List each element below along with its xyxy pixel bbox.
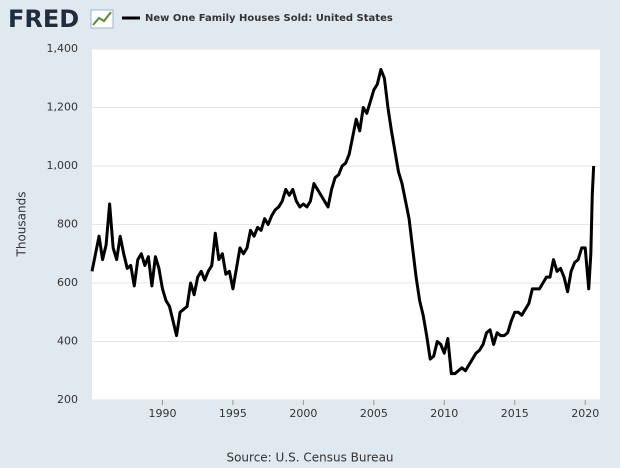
y-tick-label: 600 [57,276,78,289]
x-tick-label: 2020 [571,407,599,420]
y-tick-label: 1,200 [47,101,79,114]
y-tick-label: 1,000 [47,159,79,172]
line-series [90,67,596,376]
x-tick-label: 1990 [148,407,176,420]
y-tick-label: 800 [57,218,78,231]
y-tick-label: 200 [57,393,78,406]
x-tick-label: 1995 [219,407,247,420]
x-tick-label: 2000 [289,407,317,420]
y-axis-label: Thousands [15,192,29,258]
legend-label: New One Family Houses Sold: United State… [145,13,393,24]
y-tick-label: 1,400 [47,42,79,55]
x-tick-label: 2005 [360,407,388,420]
x-tick-label: 2010 [430,407,458,420]
x-tick-label: 2015 [501,407,529,420]
logo: FRED [8,5,79,33]
logo-icon [90,9,114,29]
source: Source: U.S. Census Bureau [226,451,393,465]
y-tick-label: 400 [57,335,78,348]
